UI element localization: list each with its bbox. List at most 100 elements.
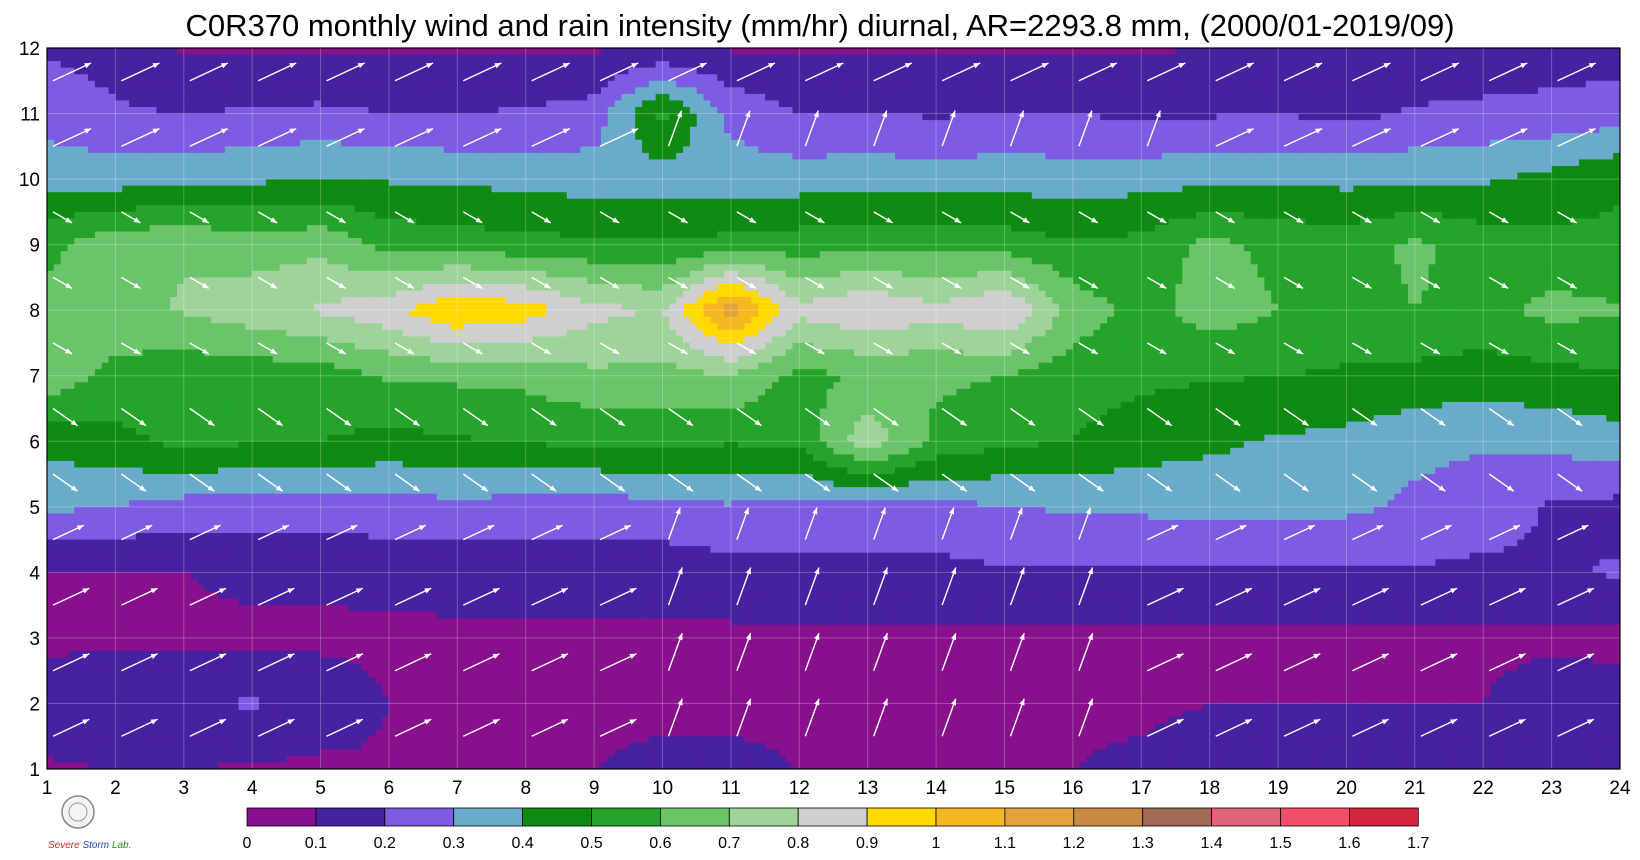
contour-cell bbox=[806, 48, 813, 55]
contour-cell bbox=[738, 153, 745, 160]
contour-cell bbox=[717, 87, 724, 94]
contour-cell bbox=[1463, 133, 1470, 140]
contour-cell bbox=[963, 100, 970, 107]
contour-cell bbox=[922, 61, 929, 68]
contour-cell bbox=[286, 100, 293, 107]
contour-cell bbox=[1278, 94, 1285, 101]
contour-cell bbox=[587, 114, 594, 121]
contour-cell bbox=[799, 61, 806, 68]
contour-cell bbox=[1080, 146, 1087, 153]
contour-cell bbox=[628, 48, 635, 55]
contour-cell bbox=[1004, 68, 1011, 75]
contour-cell bbox=[47, 186, 54, 193]
contour-cell bbox=[1449, 81, 1456, 88]
contour-cell bbox=[1196, 48, 1203, 55]
contour-cell bbox=[881, 81, 888, 88]
contour-cell bbox=[1305, 81, 1312, 88]
contour-cell bbox=[1230, 153, 1237, 160]
contour-cell bbox=[1278, 127, 1285, 134]
contour-cell bbox=[334, 166, 341, 173]
contour-cell bbox=[1162, 179, 1169, 186]
contour-cell bbox=[895, 159, 902, 166]
contour-cell bbox=[813, 100, 820, 107]
contour-cell bbox=[977, 159, 984, 166]
contour-cell bbox=[307, 179, 314, 186]
contour-cell bbox=[252, 55, 259, 62]
contour-cell bbox=[163, 153, 170, 160]
contour-cell bbox=[1032, 74, 1039, 81]
contour-cell bbox=[936, 100, 943, 107]
contour-cell bbox=[368, 153, 375, 160]
contour-cell bbox=[512, 153, 519, 160]
contour-cell bbox=[1258, 153, 1265, 160]
contour-cell bbox=[806, 186, 813, 193]
contour-cell bbox=[792, 153, 799, 160]
contour-cell bbox=[204, 94, 211, 101]
contour-cell bbox=[663, 146, 670, 153]
contour-cell bbox=[355, 133, 362, 140]
contour-cell bbox=[485, 166, 492, 173]
contour-cell bbox=[314, 48, 321, 55]
contour-cell bbox=[150, 68, 157, 75]
contour-cell bbox=[656, 159, 663, 166]
contour-cell bbox=[1134, 100, 1141, 107]
contour-cell bbox=[922, 166, 929, 173]
contour-cell bbox=[1175, 166, 1182, 173]
contour-cell bbox=[1333, 48, 1340, 55]
contour-cell bbox=[1387, 81, 1394, 88]
contour-cell bbox=[717, 74, 724, 81]
contour-cell bbox=[779, 146, 786, 153]
contour-cell bbox=[1175, 48, 1182, 55]
contour-cell bbox=[1374, 120, 1381, 127]
contour-cell bbox=[191, 179, 198, 186]
contour-cell bbox=[792, 94, 799, 101]
contour-cell bbox=[834, 159, 841, 166]
contour-cell bbox=[1216, 48, 1223, 55]
contour-cell bbox=[156, 114, 163, 121]
contour-cell bbox=[1114, 140, 1121, 147]
contour-cell bbox=[1169, 133, 1176, 140]
contour-cell bbox=[409, 146, 416, 153]
contour-cell bbox=[779, 74, 786, 81]
contour-cell bbox=[909, 87, 916, 94]
contour-cell bbox=[970, 74, 977, 81]
contour-cell bbox=[1162, 120, 1169, 127]
contour-cell bbox=[875, 153, 882, 160]
contour-cell bbox=[102, 186, 109, 193]
contour-cell bbox=[1237, 81, 1244, 88]
contour-cell bbox=[1593, 87, 1600, 94]
contour-cell bbox=[1511, 74, 1518, 81]
contour-cell bbox=[567, 114, 574, 121]
contour-cell bbox=[560, 81, 567, 88]
contour-cell bbox=[779, 179, 786, 186]
contour-cell bbox=[1394, 100, 1401, 107]
contour-cell bbox=[204, 81, 211, 88]
contour-cell bbox=[1483, 87, 1490, 94]
contour-cell bbox=[102, 68, 109, 75]
contour-cell bbox=[1285, 68, 1292, 75]
contour-cell bbox=[47, 94, 54, 101]
contour-cell bbox=[95, 68, 102, 75]
contour-cell bbox=[88, 81, 95, 88]
contour-cell bbox=[423, 68, 430, 75]
contour-cell bbox=[1107, 120, 1114, 127]
contour-cell bbox=[628, 81, 635, 88]
contour-cell bbox=[1476, 120, 1483, 127]
contour-cell bbox=[526, 179, 533, 186]
contour-cell bbox=[115, 166, 122, 173]
contour-cell bbox=[854, 114, 861, 121]
contour-cell bbox=[902, 100, 909, 107]
contour-cell bbox=[409, 153, 416, 160]
contour-cell bbox=[751, 179, 758, 186]
contour-cell bbox=[1415, 100, 1422, 107]
contour-cell bbox=[1134, 179, 1141, 186]
contour-cell bbox=[1004, 100, 1011, 107]
contour-cell bbox=[191, 159, 198, 166]
contour-cell bbox=[259, 133, 266, 140]
contour-cell bbox=[875, 114, 882, 121]
contour-cell bbox=[615, 186, 622, 193]
contour-cell bbox=[710, 114, 717, 121]
contour-cell bbox=[1052, 87, 1059, 94]
contour-cell bbox=[1066, 146, 1073, 153]
